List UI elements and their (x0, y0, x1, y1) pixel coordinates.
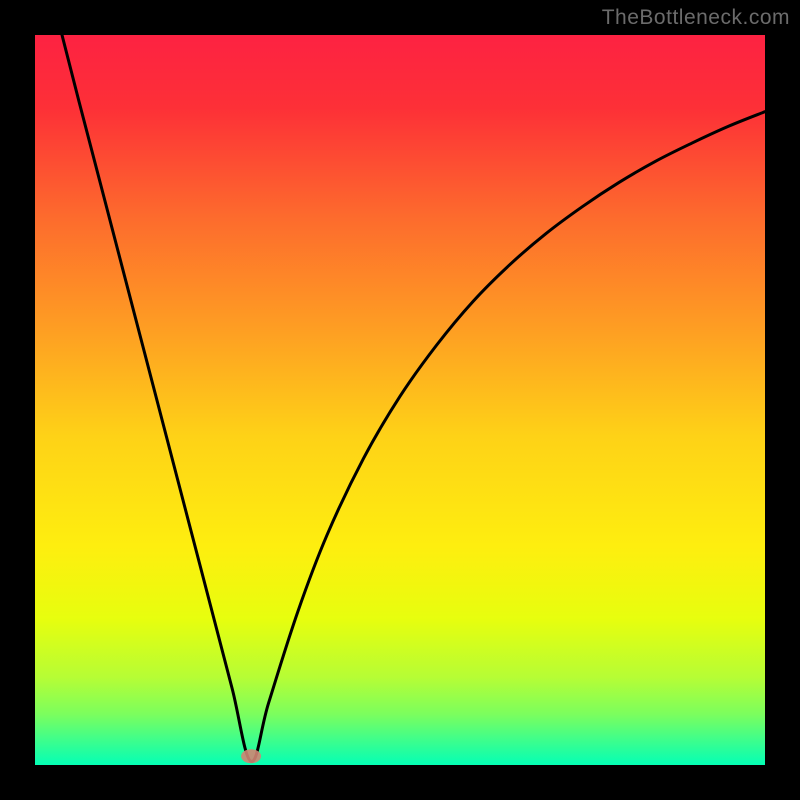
chart-frame: TheBottleneck.com (0, 0, 800, 800)
optimal-point-marker (241, 749, 261, 763)
bottleneck-curve-chart (0, 0, 800, 800)
gradient-background (35, 35, 765, 765)
watermark-text: TheBottleneck.com (602, 6, 790, 30)
